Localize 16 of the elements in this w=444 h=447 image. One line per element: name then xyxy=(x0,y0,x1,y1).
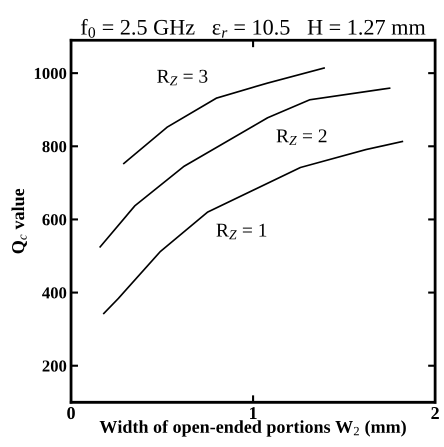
line-series xyxy=(122,67,325,164)
y-tick-label: 600 xyxy=(42,214,66,226)
x-tick-label: 1 xyxy=(250,407,257,419)
x-tick-label: 0 xyxy=(67,406,75,420)
x-tick-label: 2 xyxy=(431,407,439,419)
series-label: R$_{Z}$ = 3 xyxy=(157,70,208,86)
x-axis-title: Width of open-ended portions W$_{2}$ (mm) xyxy=(100,420,406,437)
line-series xyxy=(99,87,390,248)
y-axis-title: Q$_{c}$ value xyxy=(12,188,27,254)
y-tick-label: 800 xyxy=(42,140,66,152)
y-tick-label: 200 xyxy=(42,360,66,372)
chart-title: f$_{0}$ = 2.5 GHz ε$_{r}$ = 10.5 H = 1.27 mm xyxy=(80,18,426,38)
series-label: R$_{Z}$ = 2 xyxy=(276,129,326,145)
y-tick-label: 400 xyxy=(42,287,66,299)
series-label: R$_{Z}$ = 1 xyxy=(216,224,266,240)
y-tick-label: 1000 xyxy=(34,68,66,80)
